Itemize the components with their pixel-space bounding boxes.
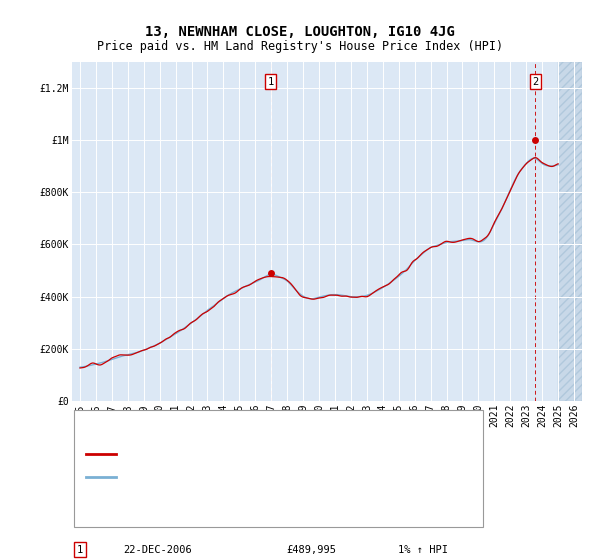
Text: £489,995: £489,995 (286, 544, 336, 554)
Bar (558, 62, 582, 401)
Text: 13, NEWNHAM CLOSE, LOUGHTON, IG10 4JG (detached house): 13, NEWNHAM CLOSE, LOUGHTON, IG10 4JG (d… (121, 449, 458, 459)
Text: 1: 1 (77, 544, 83, 554)
Text: 13, NEWNHAM CLOSE, LOUGHTON, IG10 4JG: 13, NEWNHAM CLOSE, LOUGHTON, IG10 4JG (145, 25, 455, 39)
Text: 2: 2 (532, 77, 538, 87)
Text: 22-DEC-2006: 22-DEC-2006 (123, 544, 192, 554)
Text: 1% ↑ HPI: 1% ↑ HPI (398, 544, 448, 554)
Text: HPI: Average price, detached house, Epping Forest: HPI: Average price, detached house, Eppi… (121, 472, 427, 482)
Text: Price paid vs. HM Land Registry's House Price Index (HPI): Price paid vs. HM Land Registry's House … (97, 40, 503, 53)
Text: 1: 1 (268, 77, 274, 87)
Bar (558, 62, 582, 401)
